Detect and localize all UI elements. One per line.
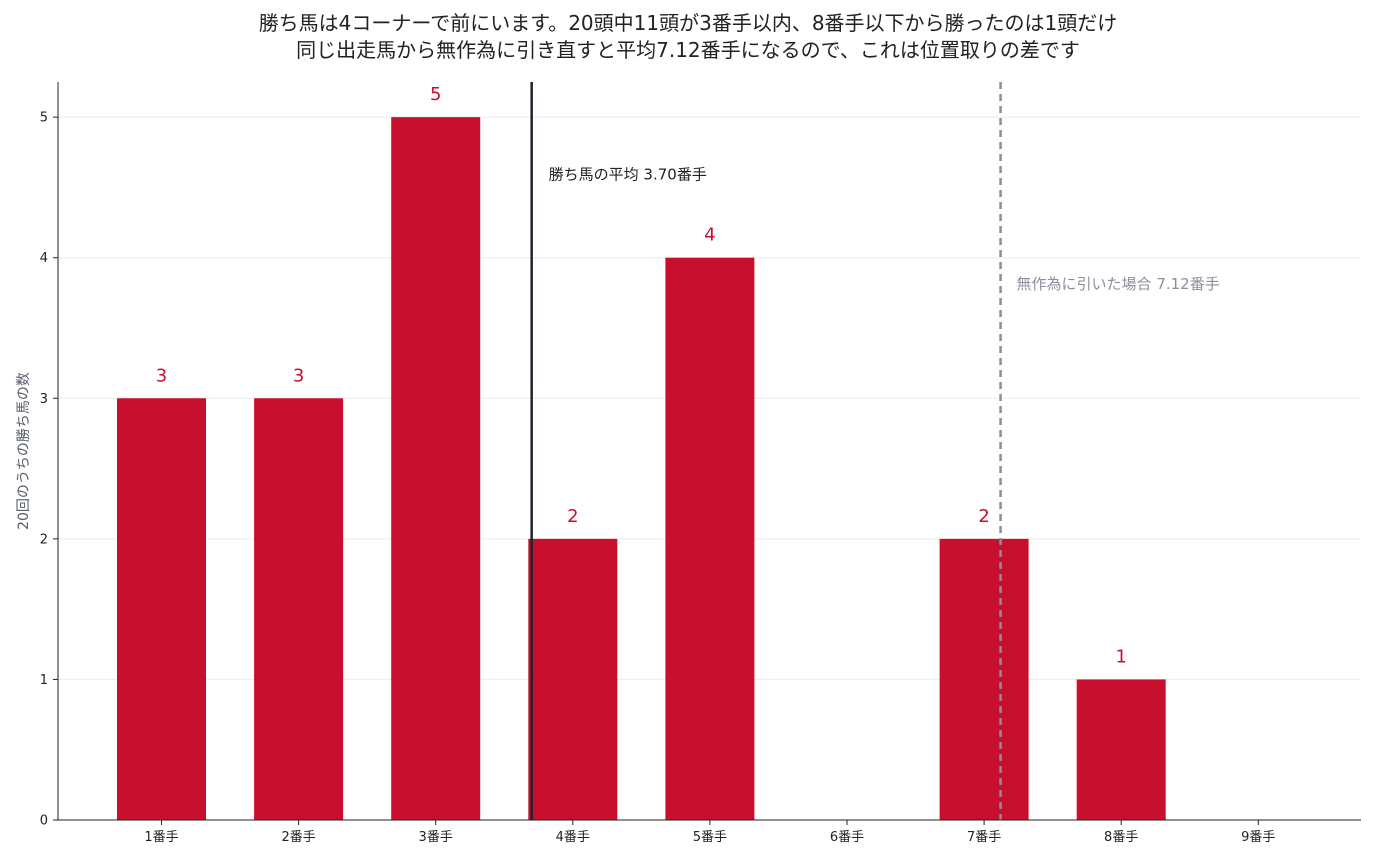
bar xyxy=(1076,679,1166,820)
data-label: 3 xyxy=(293,365,304,386)
axes: 0 1 2 3 4 5 1番手 2番手 3番手 4番手 5番手 6番手 7番手 8番手 9番手 xyxy=(40,82,1361,845)
random-average-annotation: 無作為に引いた場合 7.12番手 xyxy=(1017,275,1220,293)
bar xyxy=(391,117,481,820)
y-tick-label: 1 xyxy=(40,673,48,688)
chart-title-line-1: 勝ち馬は4コーナーで前にいます。20頭中11頭が3番手以内、8番手以下から勝った… xyxy=(258,11,1118,35)
bar xyxy=(665,257,755,820)
y-tick-label: 5 xyxy=(40,111,48,126)
bars xyxy=(117,117,1166,820)
bar xyxy=(254,398,344,820)
x-tick-label: 4番手 xyxy=(556,830,590,845)
data-label: 2 xyxy=(567,506,578,527)
x-tick-label: 3番手 xyxy=(419,830,453,845)
data-label: 5 xyxy=(430,84,441,105)
y-axis-label: 20回のうちの勝ち馬の数 xyxy=(16,372,32,530)
chart-title-line-2: 同じ出走馬から無作為に引き直すと平均7.12番手になるので、これは位置取りの差で… xyxy=(296,38,1080,62)
data-label: 3 xyxy=(156,365,167,386)
data-label: 2 xyxy=(978,506,989,527)
data-labels: 3 3 5 2 4 2 1 xyxy=(156,84,1127,667)
bar xyxy=(939,538,1029,820)
x-tick-label: 1番手 xyxy=(144,830,178,845)
y-tick-label: 0 xyxy=(40,814,48,829)
x-tick-label: 6番手 xyxy=(830,830,864,845)
data-label: 4 xyxy=(704,225,715,246)
bar xyxy=(528,538,618,820)
y-tick-label: 3 xyxy=(40,392,48,407)
y-tick-label: 2 xyxy=(40,532,48,547)
x-tick-label: 7番手 xyxy=(967,830,1001,845)
x-tick-label: 8番手 xyxy=(1104,830,1138,845)
winner-average-annotation: 勝ち馬の平均 3.70番手 xyxy=(549,165,707,183)
bar xyxy=(117,398,206,820)
x-tick-label: 5番手 xyxy=(693,830,727,845)
data-label: 1 xyxy=(1115,646,1126,667)
x-tick-label: 9番手 xyxy=(1241,830,1275,845)
x-tick-label: 2番手 xyxy=(281,830,315,845)
y-tick-label: 4 xyxy=(40,251,48,266)
